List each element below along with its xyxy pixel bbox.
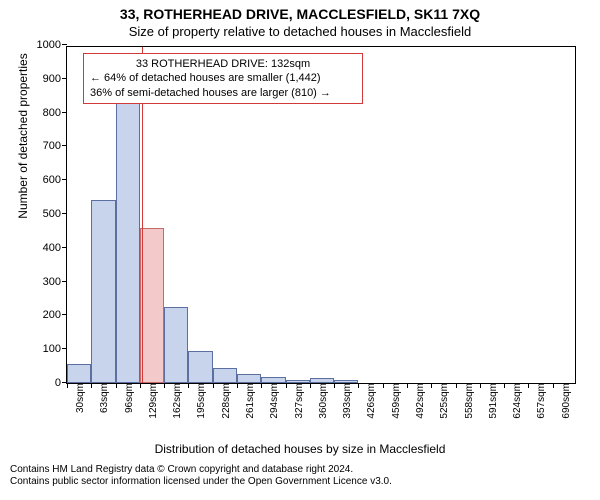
annotation-line: ← 64% of detached houses are smaller (1,… bbox=[90, 71, 356, 85]
x-tick-label: 96sqm bbox=[120, 383, 135, 413]
x-tick-label: 459sqm bbox=[387, 383, 402, 419]
x-tick-mark bbox=[528, 383, 529, 388]
x-tick-mark bbox=[358, 383, 359, 388]
y-tick-mark bbox=[62, 145, 67, 146]
y-tick-mark bbox=[62, 179, 67, 180]
x-tick-label: 426sqm bbox=[362, 383, 377, 419]
y-tick-label: 100 bbox=[43, 343, 67, 355]
y-tick-label: 500 bbox=[43, 208, 67, 220]
x-tick-label: 294sqm bbox=[265, 383, 280, 419]
x-tick-mark bbox=[334, 383, 335, 388]
y-tick-label: 400 bbox=[43, 242, 67, 254]
histogram-bar-highlight bbox=[140, 228, 164, 383]
x-tick-mark bbox=[383, 383, 384, 388]
y-tick-label: 200 bbox=[43, 309, 67, 321]
x-tick-label: 162sqm bbox=[168, 383, 183, 419]
plot-area: 0100200300400500600700800900100030sqm63s… bbox=[66, 46, 576, 384]
histogram-bar bbox=[91, 200, 115, 383]
x-tick-label: 261sqm bbox=[241, 383, 256, 419]
footer-attribution: Contains HM Land Registry data © Crown c… bbox=[10, 464, 392, 488]
y-tick-label: 300 bbox=[43, 276, 67, 288]
chart-container: 33, ROTHERHEAD DRIVE, MACCLESFIELD, SK11… bbox=[0, 0, 600, 500]
histogram-bar bbox=[116, 102, 140, 383]
y-tick-mark bbox=[62, 281, 67, 282]
x-tick-mark bbox=[310, 383, 311, 388]
y-axis-label: Number of detached properties bbox=[16, 0, 30, 305]
x-tick-label: 129sqm bbox=[144, 383, 159, 419]
y-tick-label: 0 bbox=[55, 377, 67, 389]
x-tick-mark bbox=[286, 383, 287, 388]
footer-line-1: Contains HM Land Registry data © Crown c… bbox=[10, 464, 392, 476]
x-tick-mark bbox=[431, 383, 432, 388]
x-tick-mark bbox=[261, 383, 262, 388]
x-tick-mark bbox=[407, 383, 408, 388]
y-tick-mark bbox=[62, 314, 67, 315]
y-tick-label: 900 bbox=[43, 73, 67, 85]
x-tick-label: 591sqm bbox=[484, 383, 499, 419]
y-tick-mark bbox=[62, 348, 67, 349]
y-tick-label: 1000 bbox=[37, 39, 67, 51]
x-tick-mark bbox=[164, 383, 165, 388]
x-tick-mark bbox=[480, 383, 481, 388]
x-tick-label: 525sqm bbox=[435, 383, 450, 419]
x-tick-label: 327sqm bbox=[290, 383, 305, 419]
x-tick-mark bbox=[456, 383, 457, 388]
histogram-bar bbox=[67, 364, 91, 383]
y-tick-mark bbox=[62, 44, 67, 45]
histogram-bar bbox=[164, 307, 188, 383]
chart-title: 33, ROTHERHEAD DRIVE, MACCLESFIELD, SK11… bbox=[0, 6, 600, 22]
x-tick-mark bbox=[67, 383, 68, 388]
y-tick-label: 700 bbox=[43, 140, 67, 152]
y-tick-mark bbox=[62, 112, 67, 113]
chart-subtitle: Size of property relative to detached ho… bbox=[0, 24, 600, 39]
x-tick-label: 228sqm bbox=[217, 383, 232, 419]
x-tick-label: 558sqm bbox=[460, 383, 475, 419]
x-tick-label: 624sqm bbox=[508, 383, 523, 419]
x-axis-label: Distribution of detached houses by size … bbox=[0, 442, 600, 456]
x-tick-mark bbox=[237, 383, 238, 388]
footer-line-2: Contains public sector information licen… bbox=[10, 476, 392, 488]
x-tick-mark bbox=[91, 383, 92, 388]
annotation-line: 33 ROTHERHEAD DRIVE: 132sqm bbox=[90, 57, 356, 71]
x-tick-mark bbox=[116, 383, 117, 388]
y-tick-label: 800 bbox=[43, 107, 67, 119]
x-tick-mark bbox=[504, 383, 505, 388]
y-tick-label: 600 bbox=[43, 174, 67, 186]
x-tick-mark bbox=[213, 383, 214, 388]
x-tick-mark bbox=[188, 383, 189, 388]
y-tick-mark bbox=[62, 78, 67, 79]
x-tick-label: 393sqm bbox=[338, 383, 353, 419]
x-tick-mark bbox=[140, 383, 141, 388]
histogram-bar bbox=[188, 351, 212, 383]
annotation-box: 33 ROTHERHEAD DRIVE: 132sqm← 64% of deta… bbox=[83, 53, 363, 104]
histogram-bar bbox=[213, 368, 237, 383]
y-tick-mark bbox=[62, 247, 67, 248]
x-tick-label: 195sqm bbox=[192, 383, 207, 419]
annotation-line: 36% of semi-detached houses are larger (… bbox=[90, 86, 356, 100]
x-tick-mark bbox=[553, 383, 554, 388]
x-tick-label: 360sqm bbox=[314, 383, 329, 419]
x-tick-label: 492sqm bbox=[411, 383, 426, 419]
y-tick-mark bbox=[62, 213, 67, 214]
x-tick-label: 63sqm bbox=[95, 383, 110, 413]
x-tick-label: 657sqm bbox=[532, 383, 547, 419]
x-tick-label: 30sqm bbox=[71, 383, 86, 413]
histogram-bar bbox=[237, 374, 261, 383]
x-tick-label: 690sqm bbox=[557, 383, 572, 419]
